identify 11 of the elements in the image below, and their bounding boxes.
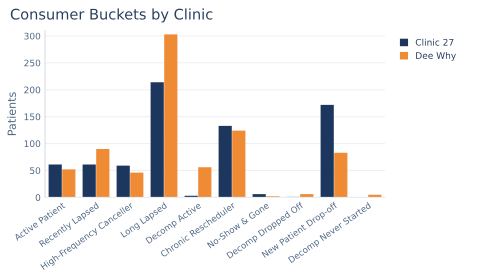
y-tick-label: 100 (24, 140, 40, 148)
chart-title: Consumer Buckets by Clinic (10, 8, 212, 22)
y-tick-label: 300 (24, 32, 40, 40)
y-tick-label: 0 (36, 194, 40, 201)
y-axis-title: Patients (7, 92, 16, 136)
legend-label: Dee Why (416, 52, 456, 61)
y-tick-label: 250 (24, 60, 40, 66)
y-tick-label: 150 (24, 113, 40, 120)
y-tick-label: 200 (24, 86, 40, 94)
legend-label: Clinic 27 (416, 38, 454, 46)
y-tick-label: 50 (30, 167, 40, 174)
